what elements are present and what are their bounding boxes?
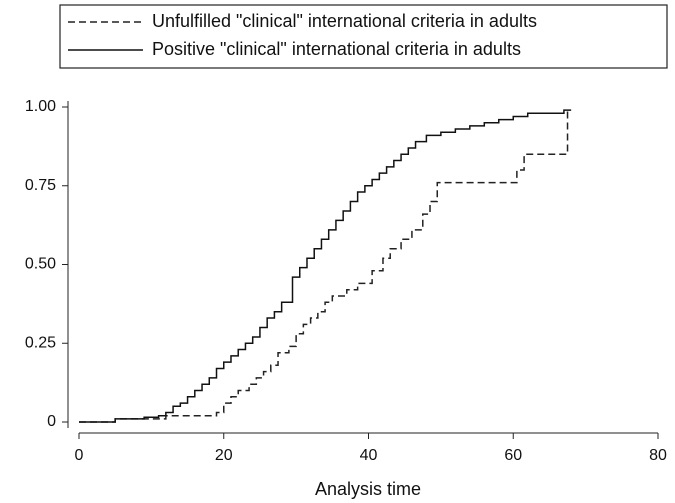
legend-label: Unfulfilled "clinical" international cri… bbox=[152, 11, 537, 31]
x-tick-label: 20 bbox=[215, 447, 233, 464]
x-tick-label: 0 bbox=[75, 447, 84, 464]
x-tick-label: 40 bbox=[360, 447, 378, 464]
y-tick-label: 0.50 bbox=[25, 256, 56, 273]
y-tick-label: 0.75 bbox=[25, 177, 56, 194]
legend-box bbox=[59, 4, 668, 69]
series-line bbox=[79, 109, 572, 423]
y-tick-label: 0 bbox=[47, 413, 56, 430]
series-line bbox=[79, 110, 569, 423]
x-tick-label: 60 bbox=[504, 447, 522, 464]
x-tick-label: 80 bbox=[649, 447, 667, 464]
y-tick-label: 1.00 bbox=[25, 98, 56, 115]
legend-label: Positive "clinical" international criter… bbox=[152, 39, 521, 59]
x-axis-label: Analysis time bbox=[315, 479, 421, 499]
y-tick-label: 0.25 bbox=[25, 334, 56, 351]
